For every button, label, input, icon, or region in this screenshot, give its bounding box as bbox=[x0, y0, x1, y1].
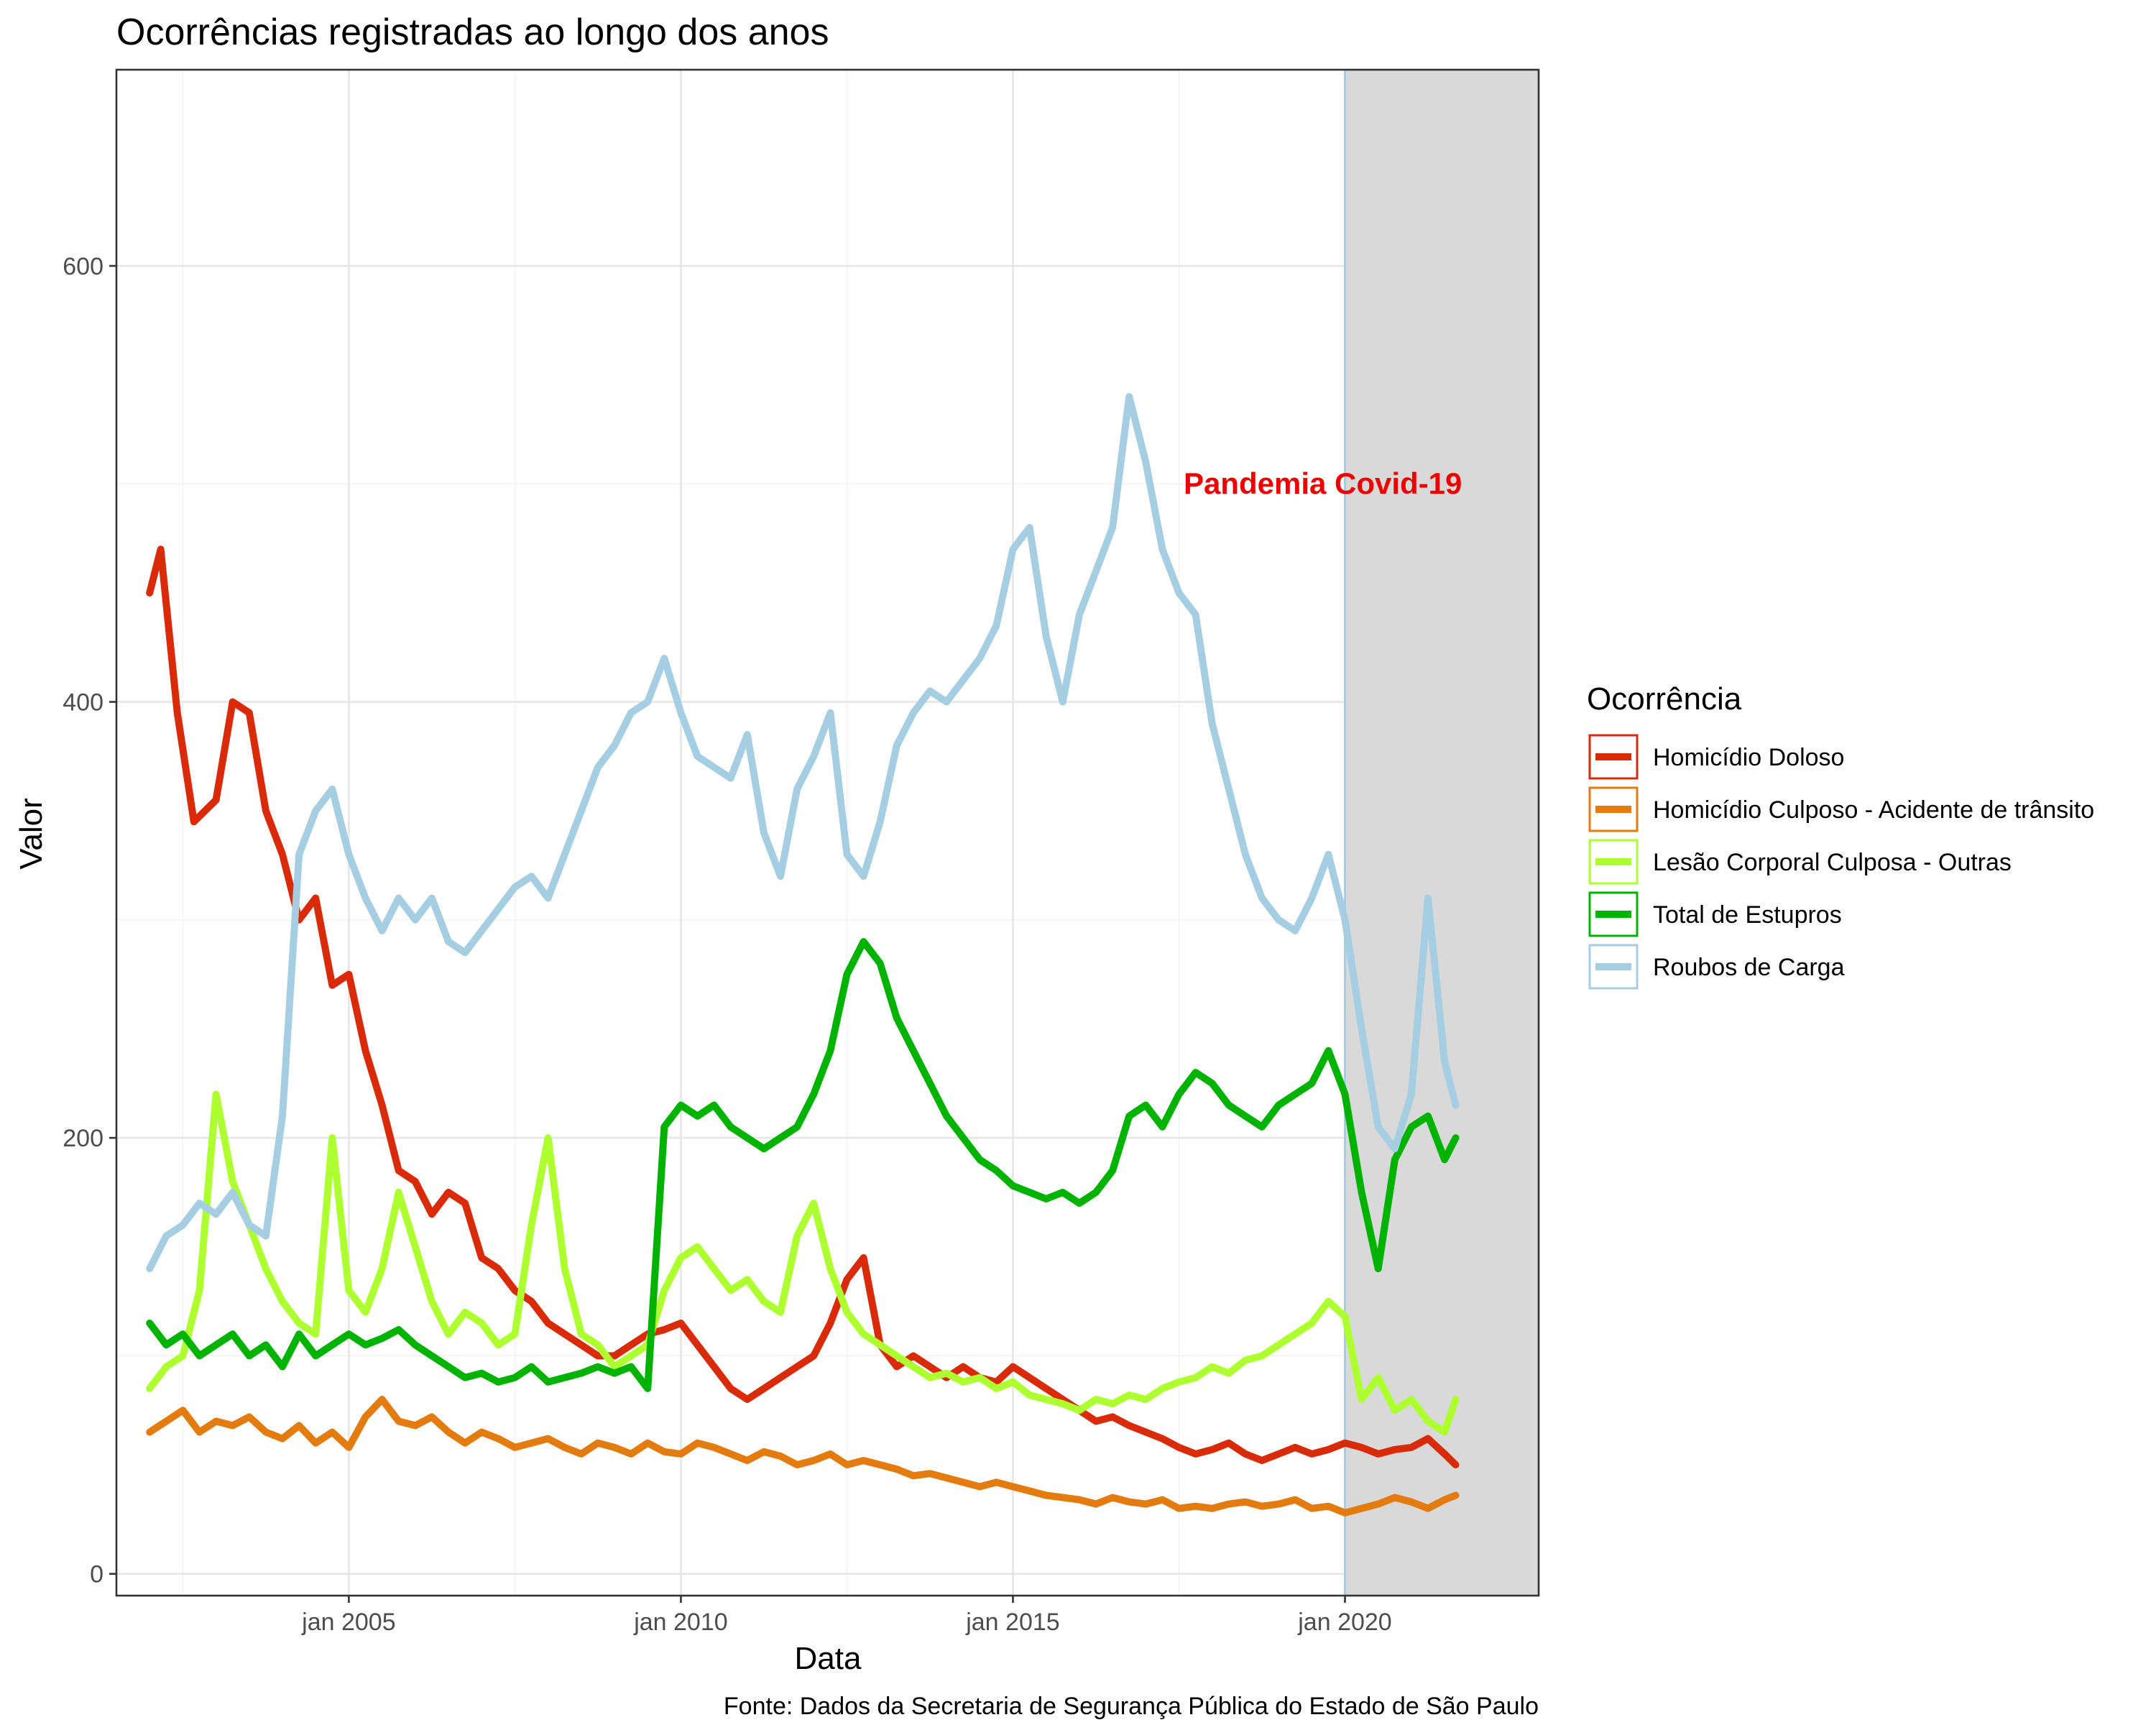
y-tick-label: 200 bbox=[63, 1125, 103, 1152]
legend-label: Homicídio Culposo - Acidente de trânsito bbox=[1653, 796, 2094, 824]
series-line-3 bbox=[146, 938, 1460, 1392]
pandemic-shaded-area bbox=[1345, 70, 1539, 1596]
y-tick-label: 600 bbox=[63, 253, 103, 280]
plot-background bbox=[116, 70, 1539, 1596]
series-line-1 bbox=[146, 1396, 1460, 1517]
y-axis-title: Valor bbox=[14, 798, 49, 869]
series-lines bbox=[146, 392, 1460, 1517]
y-tick-label: 0 bbox=[90, 1561, 103, 1588]
legend-item-2: Lesão Corporal Culposa - Outras bbox=[1588, 839, 2012, 885]
x-tick-label: jan 2010 bbox=[633, 1609, 727, 1636]
legend-item-3: Total de Estupros bbox=[1588, 891, 1842, 937]
chart-title: Ocorrências registradas ao longo dos ano… bbox=[116, 12, 829, 53]
legend-label: Homicídio Doloso bbox=[1653, 744, 1844, 771]
annotation-pandemia: Pandemia Covid-19 bbox=[1184, 466, 1462, 500]
x-tick-label: jan 2005 bbox=[301, 1609, 395, 1636]
x-tick-label: jan 2015 bbox=[965, 1609, 1059, 1636]
legend-label: Lesão Corporal Culposa - Outras bbox=[1653, 849, 2012, 876]
y-tick-label: 400 bbox=[63, 689, 103, 717]
chart-caption: Fonte: Dados da Secretaria de Segurança … bbox=[724, 1693, 1539, 1720]
legend-label: Roubos de Carga bbox=[1653, 954, 1845, 981]
plot-border bbox=[115, 68, 1540, 1597]
highlight-region bbox=[1343, 70, 1539, 1596]
x-axis-title: Data bbox=[795, 1641, 862, 1676]
legend-items: Homicídio Doloso Homicídio Culposo - Acid… bbox=[1588, 734, 2094, 990]
plot-panel: Pandemia Covid-19 bbox=[115, 68, 1540, 1597]
legend-item-1: Homicídio Culposo - Acidente de trânsito bbox=[1588, 786, 2094, 832]
series-line-0 bbox=[146, 546, 1460, 1468]
legend: Ocorrência Homicídio Doloso Homicídio Cul… bbox=[1587, 681, 2094, 990]
x-tick-label: jan 2020 bbox=[1297, 1609, 1391, 1636]
y-axis: 0 200 400 600 bbox=[63, 253, 116, 1588]
series-line-4 bbox=[146, 392, 1460, 1273]
legend-title: Ocorrência bbox=[1587, 681, 1742, 717]
legend-item-0: Homicídio Doloso bbox=[1588, 734, 1844, 780]
x-axis: jan 2005 jan 2010 jan 2015 jan 2020 bbox=[301, 1596, 1392, 1636]
legend-item-4: Roubos de Carga bbox=[1588, 944, 1845, 990]
legend-label: Total de Estupros bbox=[1653, 901, 1842, 929]
series-line-2 bbox=[146, 1090, 1460, 1436]
